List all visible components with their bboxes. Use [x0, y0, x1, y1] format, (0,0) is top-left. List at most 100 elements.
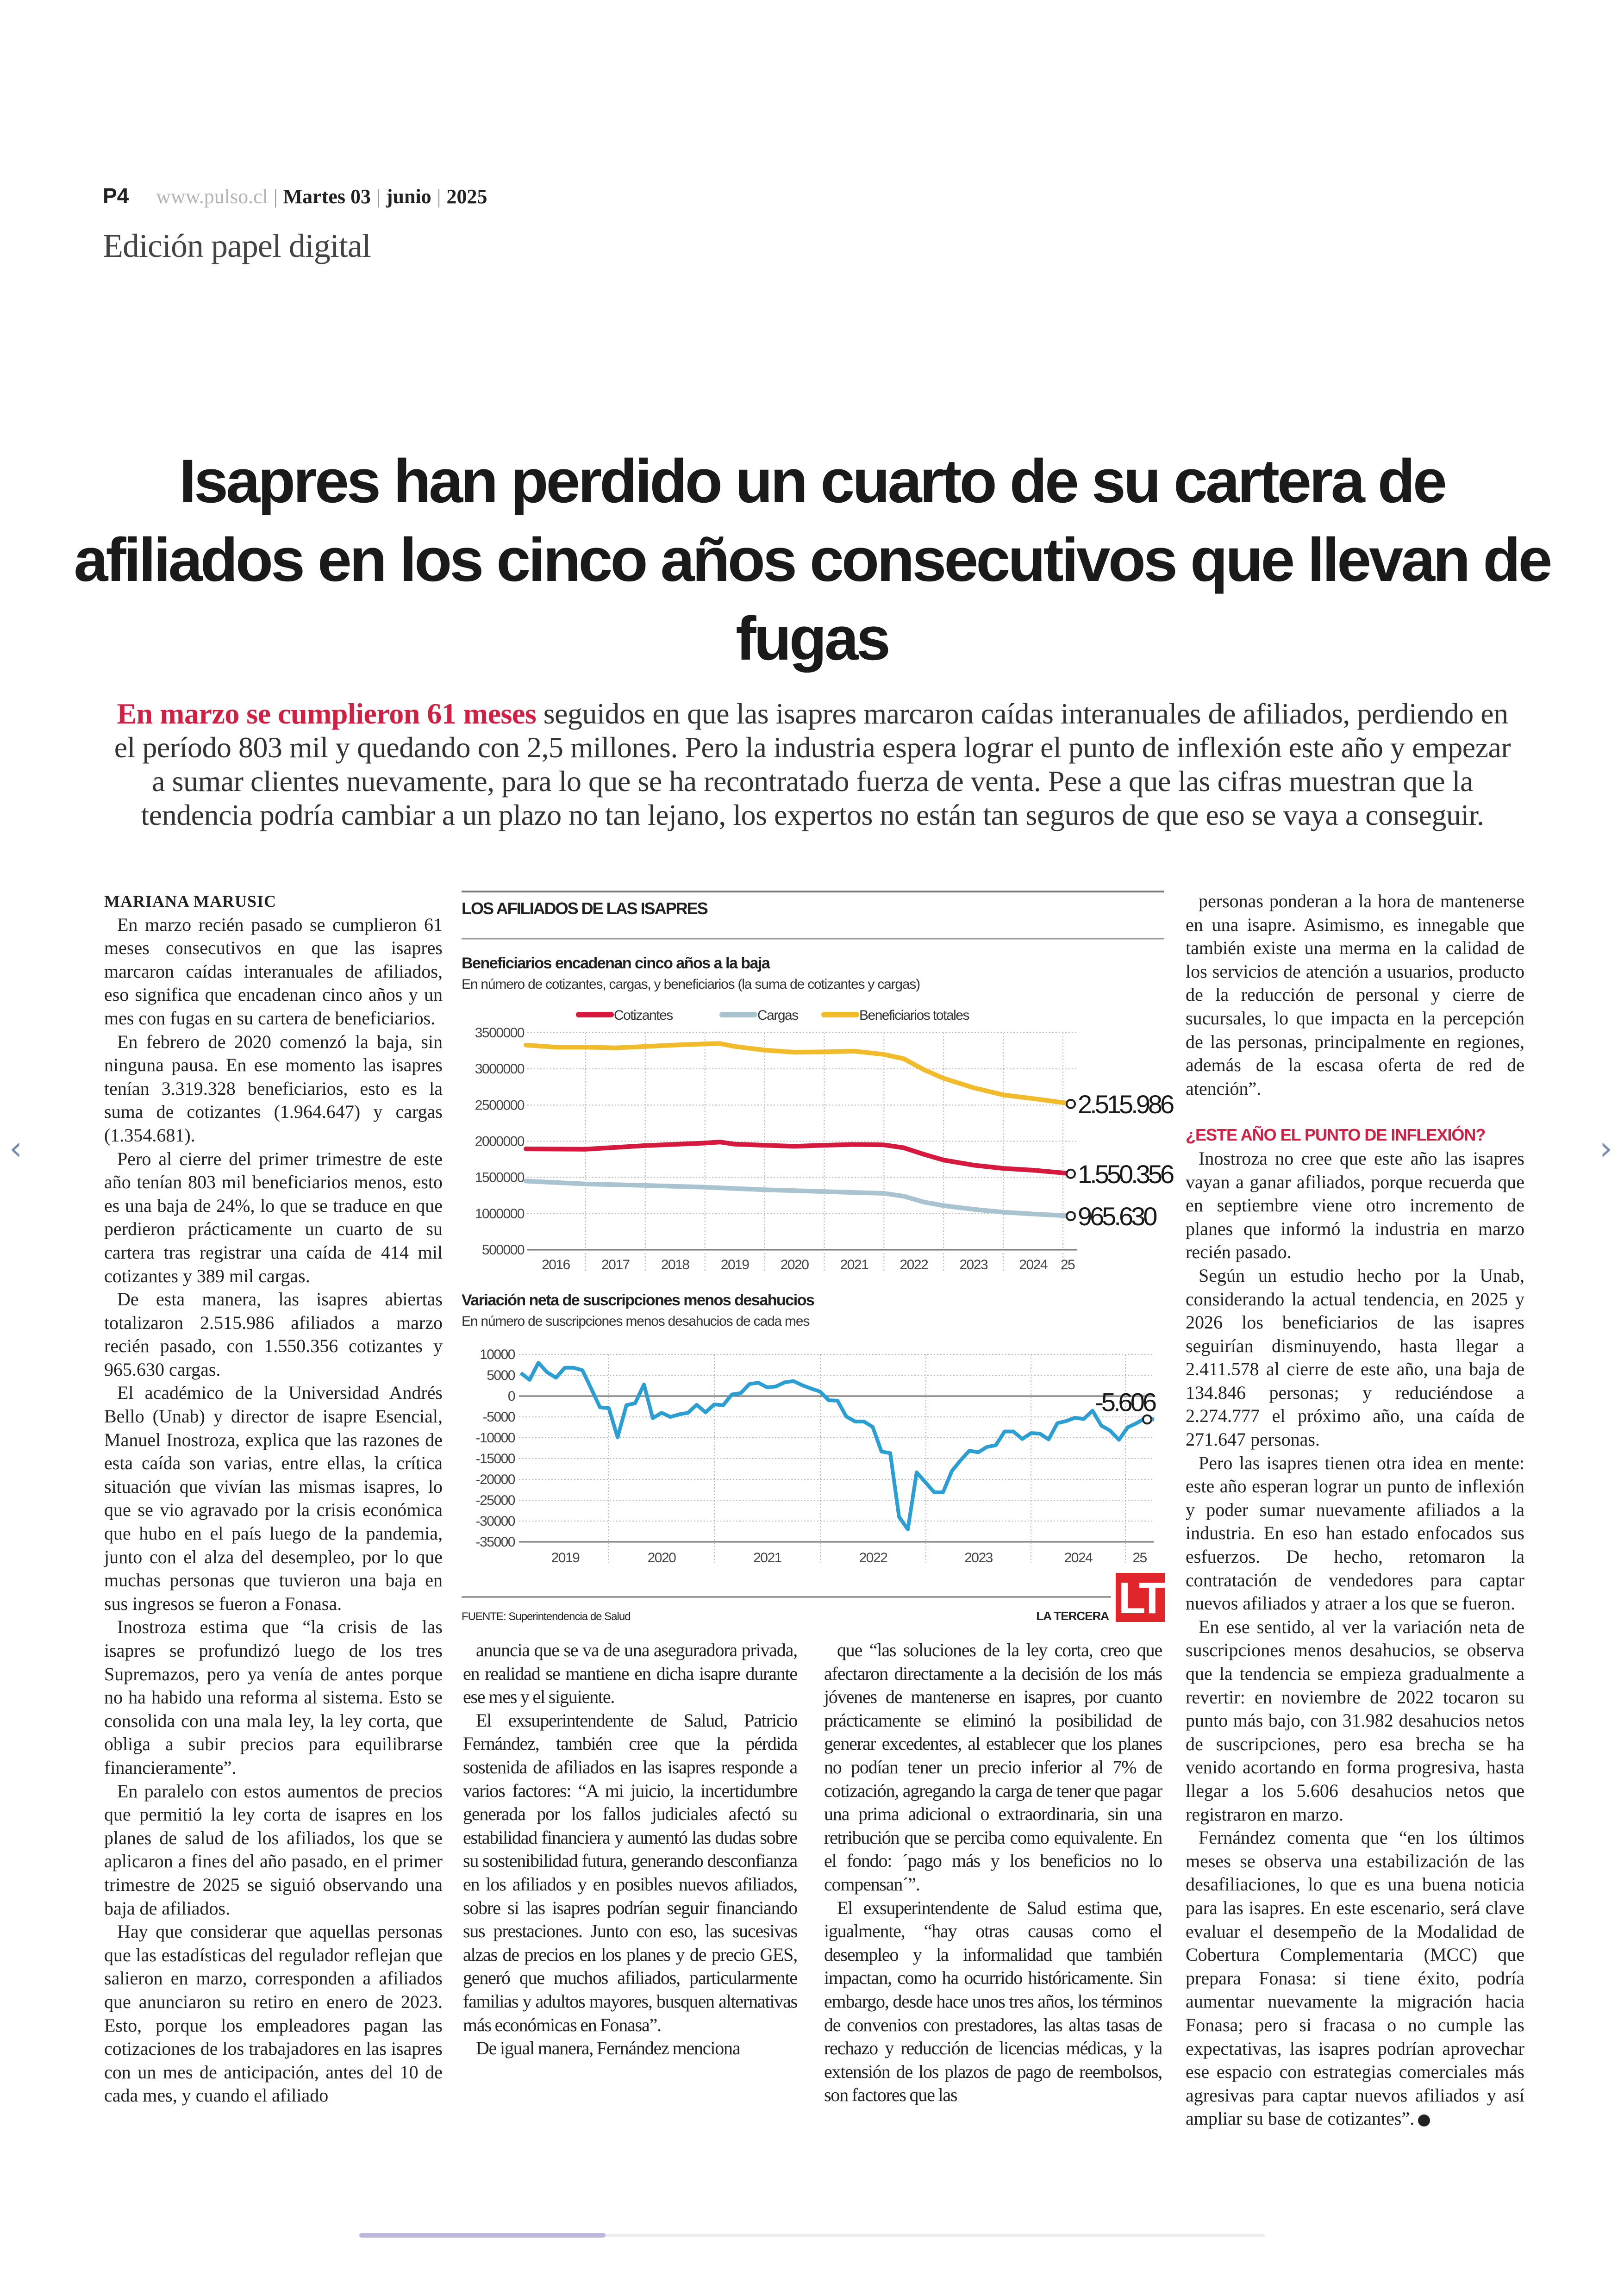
- article-paragraph: En ese sentido, al ver la variación neta…: [1186, 1615, 1524, 1826]
- y-tick-label: -35000: [476, 1534, 515, 1550]
- article-paragraph: Hay que considerar que aquellas personas…: [104, 1920, 443, 2108]
- deck-text: seguidos en que las isapres marcaron caí…: [114, 697, 1511, 831]
- article-paragraph: En paralelo con estos aumentos de precio…: [104, 1780, 443, 1921]
- x-tick-label: 2021: [840, 1257, 869, 1272]
- end-point-marker: [1066, 1098, 1076, 1109]
- article-headline: Isapres han perdido un cuarto de su cart…: [74, 447, 1552, 673]
- page-number: P4: [103, 184, 129, 208]
- paragraph-text: anuncia que se va de una aseguradora pri…: [463, 1640, 798, 1708]
- y-tick-label: 2000000: [475, 1134, 525, 1149]
- edition-label: Edición papel digital: [103, 227, 371, 264]
- header-year: 2025: [446, 185, 487, 208]
- y-tick-label: 5000: [487, 1368, 515, 1383]
- article-column-1: MARIANA MARUSIC En marzo recién pasado s…: [104, 890, 443, 2108]
- net-variation-line: [519, 1361, 1155, 1531]
- end-value-label: -5.606: [1095, 1387, 1156, 1416]
- header-day: Martes 03: [283, 185, 371, 208]
- x-tick-label: 2024: [1019, 1257, 1048, 1272]
- article-paragraph: Pero al cierre del primer trimestre de e…: [104, 1148, 443, 1288]
- y-tick-label: 500000: [482, 1242, 525, 1258]
- y-tick-label: -15000: [476, 1451, 515, 1466]
- legend-label: Cotizantes: [614, 1008, 673, 1023]
- scrollbar-thumb[interactable]: [359, 2233, 606, 2238]
- divider: |: [273, 185, 278, 208]
- x-tick-label: 2019: [721, 1257, 750, 1272]
- y-tick-label: -20000: [476, 1472, 515, 1487]
- x-tick-label: 2022: [899, 1257, 928, 1272]
- x-tick-label: 2024: [1064, 1550, 1093, 1565]
- brand-name: LA TERCERA: [1036, 1609, 1109, 1623]
- source-note: FUENTE: Superintendencia de Salud: [462, 1610, 631, 1623]
- paragraph-text: En febrero de 2020 comenzó la baja, sin …: [104, 1031, 443, 1146]
- chart1-title: Beneficiarios encadenan cinco años a la …: [462, 954, 771, 972]
- series-line-cotizantes: [524, 1140, 1075, 1176]
- article-paragraph: El exsuperintendente de Salud estima que…: [824, 1896, 1162, 2107]
- article-paragraph: anuncia que se va de una aseguradora pri…: [463, 1639, 798, 1709]
- x-tick-label: 2021: [753, 1550, 782, 1565]
- x-tick-label: 25: [1061, 1257, 1075, 1272]
- paragraph-text: Hay que considerar que aquellas personas…: [104, 1921, 443, 2106]
- y-tick-label: 3500000: [475, 1025, 525, 1041]
- logo-lettering: LT: [1118, 1573, 1166, 1623]
- end-value-label: 2.515.986: [1078, 1090, 1174, 1119]
- horizontal-scrollbar[interactable]: [359, 2234, 1265, 2237]
- article-paragraph: El exsuperintendente de Salud, Patricio …: [463, 1709, 798, 2037]
- paragraph-text: Inostroza estima que “la crisis de las i…: [104, 1616, 443, 1778]
- paragraph-text: El exsuperintendente de Salud estima que…: [824, 1897, 1162, 2106]
- la-tercera-logo: [1116, 1573, 1165, 1622]
- x-tick-label: 2016: [542, 1257, 570, 1272]
- end-point-marker: [1066, 1211, 1076, 1222]
- chart2: 10000 5000 0 -5000 -10000 -15000 -20000 -25000 -…: [476, 1347, 1158, 1565]
- x-tick-label: 2019: [551, 1550, 580, 1565]
- paragraph-text: En paralelo con estos aumentos de precio…: [104, 1780, 443, 1919]
- article-paragraph: Inostroza no cree que este año las isapr…: [1186, 1147, 1524, 1264]
- y-tick-label: 0: [508, 1389, 515, 1404]
- series-line-beneficiarios-totales: [524, 1041, 1075, 1106]
- previous-page-arrow-icon[interactable]: ‹: [9, 1129, 22, 1167]
- article-paragraph: En marzo recién pasado se cumplieron 61 …: [104, 913, 443, 1030]
- end-value-label: 1.550.356: [1078, 1160, 1174, 1189]
- end-of-article-icon: [1418, 2114, 1430, 2127]
- paragraph-text: En marzo recién pasado se cumplieron 61 …: [104, 914, 443, 1029]
- article-paragraph: Según un estudio hecho por la Unab, cons…: [1186, 1264, 1524, 1452]
- paragraph-text: Fernández comenta que “en los últimos me…: [1186, 1827, 1524, 2129]
- paragraph-text: Pero al cierre del primer trimestre de e…: [104, 1148, 443, 1286]
- next-page-arrow-icon[interactable]: ›: [1599, 1129, 1612, 1167]
- y-tick-label: -25000: [476, 1493, 515, 1508]
- x-tick-label: 2020: [648, 1550, 676, 1565]
- y-tick-label: 10000: [480, 1347, 515, 1362]
- end-value-label: 965.630: [1078, 1202, 1156, 1231]
- chart1: 3500000 3000000 2500000 2000000 1500000 10000…: [475, 1008, 1176, 1272]
- deck-highlight: En marzo se cumplieron 61 meses: [117, 697, 537, 730]
- author-byline: MARIANA MARUSIC: [104, 892, 276, 911]
- paragraph-text: En ese sentido, al ver la variación neta…: [1186, 1616, 1524, 1825]
- article-column-4: personas ponderan a la hora de manteners…: [1186, 890, 1524, 2131]
- chart2-subtitle: En número de suscripciones menos desahuc…: [462, 1314, 809, 1329]
- article-paragraph: De esta manera, las isapres abiertas tot…: [104, 1288, 443, 1381]
- paragraph-text: personas ponderan a la hora de manteners…: [1186, 891, 1524, 1099]
- paragraph-text: De igual manera, Fernández menciona: [476, 2038, 741, 2059]
- series-line-cargas: [524, 1179, 1075, 1219]
- header-month: junio: [386, 185, 431, 208]
- x-tick-label: 2018: [661, 1257, 690, 1272]
- paragraph-text: Inostroza no cree que este año las isapr…: [1186, 1148, 1524, 1263]
- site-url[interactable]: www.pulso.cl: [156, 185, 268, 208]
- article-paragraph: De igual manera, Fernández menciona: [463, 2037, 797, 2060]
- article-paragraph: Pero las isapres tienen otra idea en men…: [1186, 1452, 1524, 1615]
- paragraph-text: El académico de la Universidad Andrés Be…: [104, 1382, 443, 1614]
- article-paragraph: El académico de la Universidad Andrés Be…: [104, 1381, 443, 1615]
- y-tick-label: -10000: [476, 1430, 515, 1446]
- x-tick-label: 2022: [859, 1550, 888, 1565]
- article-paragraph: Inostroza estima que “la crisis de las i…: [104, 1615, 443, 1779]
- x-tick-label: 2023: [964, 1550, 993, 1565]
- paragraph-text: que “las soluciones de la ley corta, cre…: [824, 1640, 1162, 1895]
- y-tick-label: 1500000: [475, 1170, 525, 1185]
- y-tick-label: -30000: [476, 1514, 515, 1529]
- end-point-marker: [1142, 1414, 1152, 1425]
- article-column-3: que “las soluciones de la ley corta, cre…: [824, 1639, 1162, 2107]
- infographic-title: LOS AFILIADOS DE LAS ISAPRES: [462, 899, 708, 918]
- legend-label: Cargas: [757, 1008, 798, 1023]
- y-tick-label: -5000: [483, 1409, 515, 1425]
- paragraph-text: El exsuperintendente de Salud, Patricio …: [463, 1709, 798, 2035]
